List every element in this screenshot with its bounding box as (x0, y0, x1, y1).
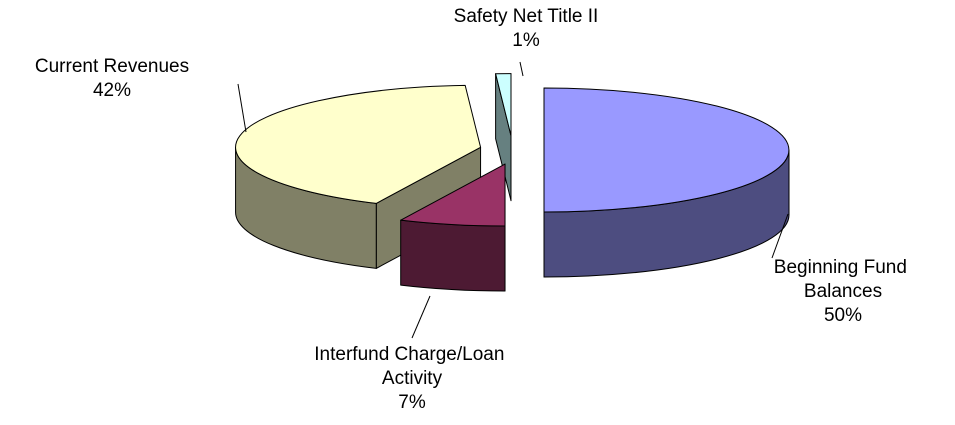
slice-top (543, 87, 790, 213)
slice-top (495, 73, 512, 137)
leader-line (411, 295, 431, 339)
leader-line (237, 83, 247, 133)
pie-slice (543, 87, 790, 278)
slice-label: Interfund Charge/Loan Activity (314, 344, 509, 389)
pie-slice (495, 73, 512, 202)
slice-label: Beginning Fund Balances (774, 257, 912, 302)
leader-line (771, 213, 789, 259)
slice-label: Current Revenues (35, 56, 189, 77)
slice-top (235, 84, 482, 204)
leader-line (519, 61, 524, 77)
pie-slice (400, 163, 506, 292)
slice-top (400, 163, 506, 227)
slice-value-label: 50% (824, 305, 862, 326)
slice-label: Safety Net Title II (454, 6, 599, 27)
slice-value-label: 1% (512, 30, 540, 51)
slice-wall (400, 219, 506, 292)
slice-value-label: 42% (93, 80, 131, 101)
slice-value-label: 7% (398, 392, 426, 413)
